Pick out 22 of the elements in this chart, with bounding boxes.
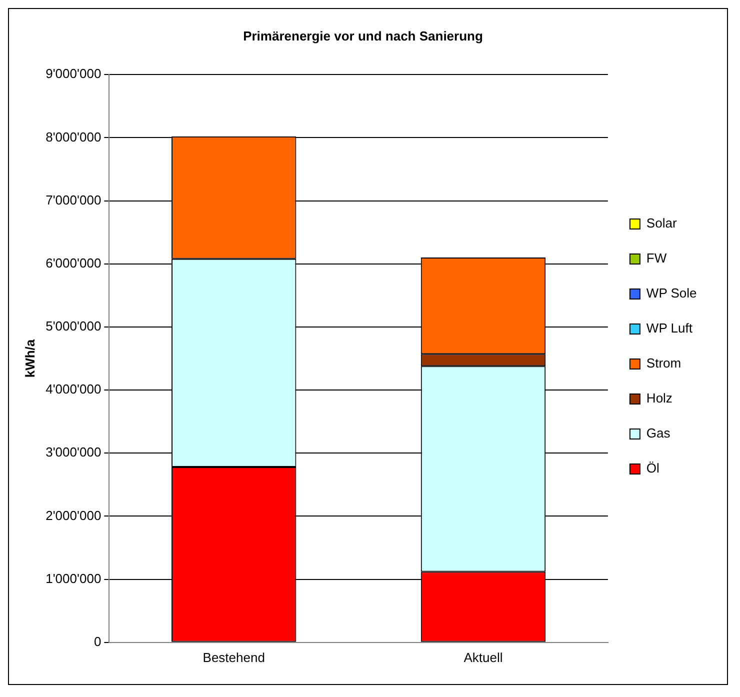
y-tick-label: 6'000'000: [46, 255, 102, 270]
y-tick-label: 2'000'000: [46, 508, 102, 523]
legend-label: WP Luft: [646, 320, 693, 336]
legend-label: Strom: [646, 356, 682, 371]
legend-label: Holz: [646, 390, 672, 406]
y-tick-label: 5'000'000: [46, 318, 102, 334]
x-tick-label: Bestehend: [202, 650, 265, 665]
legend-label: Gas: [646, 426, 671, 441]
x-tick-label: Aktuell: [464, 650, 503, 665]
y-tick-label: 8'000'000: [46, 129, 102, 144]
legend-label: Öl: [646, 460, 660, 476]
y-tick-label: 0: [94, 634, 102, 649]
chart-title: Primärenergie vor und nach Sanierung: [243, 28, 483, 44]
legend-label: FW: [646, 250, 668, 266]
y-tick-label: 3'000'000: [46, 444, 102, 460]
legend-label: Solar: [646, 216, 678, 231]
y-axis-title: kWh/a: [22, 338, 38, 378]
y-tick-label: 4'000'000: [46, 382, 102, 397]
y-tick-label: 1'000'000: [46, 570, 102, 586]
y-tick-label: 9'000'000: [46, 66, 102, 82]
legend-label: WP Sole: [646, 286, 697, 301]
y-tick-label: 7'000'000: [46, 192, 102, 208]
